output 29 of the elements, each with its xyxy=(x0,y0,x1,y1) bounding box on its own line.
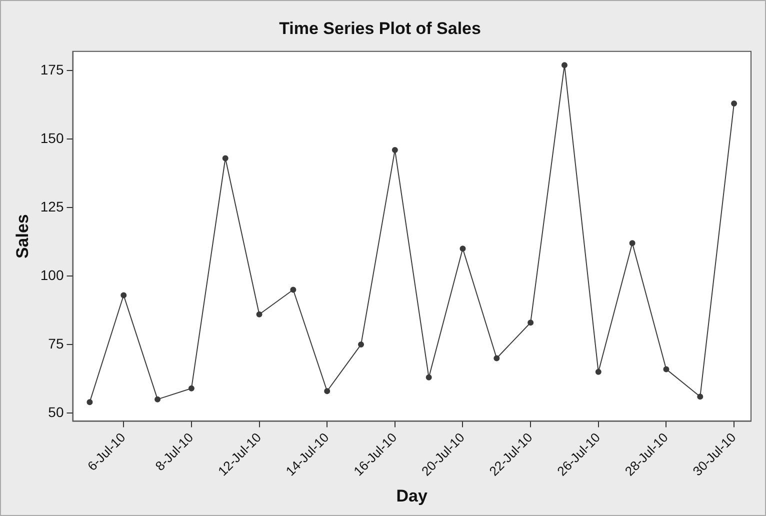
point xyxy=(663,366,670,372)
y-tick-label: 125 xyxy=(40,198,64,214)
y-axis-title: Sales xyxy=(12,214,32,259)
chart-title: Time Series Plot of Sales xyxy=(279,18,481,38)
x-axis-title: Day xyxy=(396,486,428,506)
point xyxy=(595,368,602,375)
point xyxy=(154,396,161,402)
y-tick-label: 175 xyxy=(40,61,64,78)
point xyxy=(731,100,738,106)
point xyxy=(86,399,93,406)
y-tick-label: 150 xyxy=(40,130,64,146)
point xyxy=(324,388,330,394)
point xyxy=(460,246,466,252)
point xyxy=(697,394,704,400)
point xyxy=(256,311,262,318)
y-tick-label: 75 xyxy=(48,335,64,352)
point xyxy=(120,292,127,298)
y-tick-label: 100 xyxy=(40,266,64,283)
point xyxy=(629,240,636,246)
point xyxy=(358,342,364,348)
point xyxy=(528,320,534,326)
point xyxy=(392,147,398,154)
y-tick-label: 50 xyxy=(48,404,64,420)
point xyxy=(426,374,432,380)
point xyxy=(494,355,500,362)
point xyxy=(222,155,228,162)
point xyxy=(561,62,568,68)
point xyxy=(290,286,296,293)
point xyxy=(188,385,194,392)
